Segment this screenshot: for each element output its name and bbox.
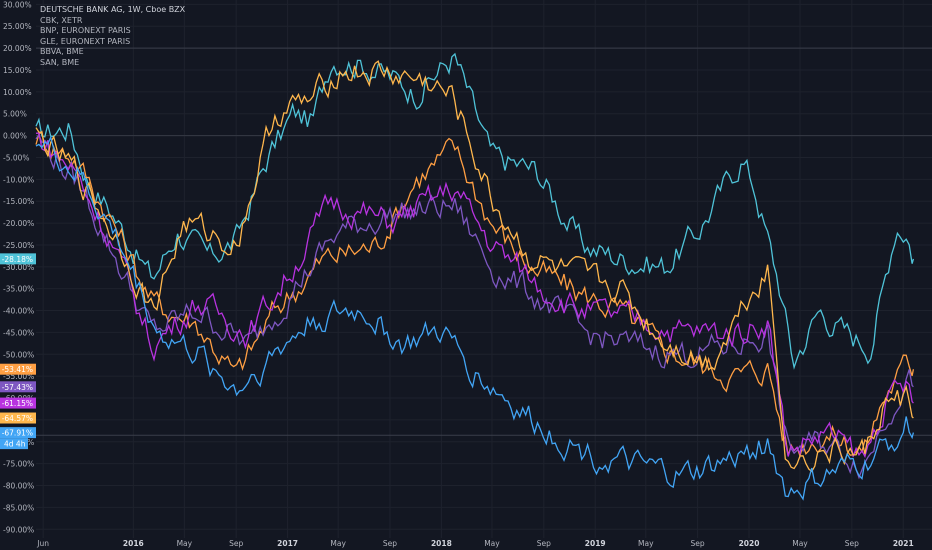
series-line [35, 132, 914, 459]
x-tick-label: 2020 [739, 539, 760, 548]
y-tick-label: -90.00% [3, 525, 34, 534]
last-value-label: -28.18% [2, 255, 33, 264]
last-value-badge [0, 427, 36, 439]
y-tick-label: -5.00% [3, 153, 30, 162]
countdown-badge [0, 438, 28, 450]
series-group [35, 52, 915, 501]
y-tick-label: 25.00% [3, 22, 32, 31]
y-tick-label: 10.00% [3, 88, 32, 97]
x-tick-label: Sep [845, 539, 859, 548]
x-tick-label: 2018 [431, 539, 452, 548]
x-tick-label: 2021 [893, 539, 914, 548]
y-tick-label: -80.00% [3, 482, 34, 491]
last-value-badge [0, 363, 36, 375]
x-tick-label: 2019 [585, 539, 606, 548]
y-tick-label: -20.00% [3, 219, 34, 228]
x-tick-label: Sep [691, 539, 705, 548]
y-tick-label: -50.00% [3, 350, 34, 359]
series-line [35, 60, 914, 473]
legend-main-symbol: DEUTSCHE BANK AG, 1W, Cboe BZX [40, 5, 186, 14]
y-tick-label: -25.00% [3, 241, 34, 250]
y-tick-label: -40.00% [3, 307, 34, 316]
x-tick-label: May [484, 539, 500, 548]
y-tick-label: -30.00% [3, 263, 34, 272]
y-tick-label: 0.00% [3, 132, 27, 141]
last-value-label: -61.15% [2, 399, 33, 408]
x-tick-label: Sep [537, 539, 551, 548]
series-line [35, 130, 915, 459]
last-value-label: -67.91% [2, 429, 33, 438]
chart-legend: DEUTSCHE BANK AG, 1W, Cboe BZX CBK, XETR… [40, 5, 185, 68]
y-tick-label: -75.00% [3, 460, 34, 469]
series-line [35, 135, 915, 501]
x-tick-label: Sep [229, 539, 243, 548]
last-value-badge [0, 412, 36, 424]
countdown-label: 4d 4h [4, 440, 26, 449]
y-tick-label: -15.00% [3, 197, 34, 206]
y-tick-label: -55.00% [3, 372, 34, 381]
y-tick-label: -85.00% [3, 503, 34, 512]
last-value-label: -64.57% [2, 414, 33, 423]
last-value-label: -53.41% [2, 365, 33, 374]
last-value-badges: -28.18% -53.41% -57.43% -61.15% -64.57% -67.9… [0, 253, 36, 450]
series-line [35, 133, 914, 480]
legend-symbol-cbk: CBK, XETR [40, 15, 83, 25]
legend-symbol-bbva: BBVA, BME [40, 47, 84, 56]
last-value-badge [0, 397, 36, 409]
y-tick-label: 15.00% [3, 66, 32, 75]
x-tick-label: Jun [36, 539, 49, 548]
last-value-badge [0, 381, 36, 393]
x-tick-label: May [177, 539, 193, 548]
last-value-label: -57.43% [2, 383, 33, 392]
x-tick-label: May [330, 539, 346, 548]
y-tick-label: -10.00% [3, 175, 34, 184]
x-tick-label: May [638, 539, 654, 548]
y-tick-label: 20.00% [3, 44, 32, 53]
legend-symbol-san: SAN, BME [40, 57, 80, 67]
x-tick-label: May [792, 539, 808, 548]
x-axis: Jun 2016 May Sep 2017 May Sep 2018 May Sep 2019 May… [36, 0, 914, 548]
x-tick-label: Sep [383, 539, 397, 548]
y-tick-label: 5.00% [3, 110, 27, 119]
y-tick-label: 30.00% [3, 0, 32, 9]
y-tick-label: -35.00% [3, 285, 34, 294]
y-tick-label: -45.00% [3, 328, 34, 337]
x-tick-label: 2017 [277, 539, 298, 548]
last-value-badge [0, 253, 36, 265]
legend-symbol-bnp: BNP, EURONEXT PARIS [40, 26, 131, 35]
series-line [35, 52, 915, 370]
x-tick-label: 2016 [123, 539, 144, 548]
legend-symbol-gle: GLE, EURONEXT PARIS [40, 36, 131, 46]
